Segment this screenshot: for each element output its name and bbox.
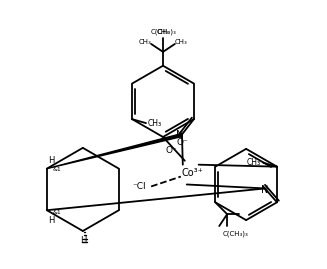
Text: N: N bbox=[176, 130, 184, 140]
Text: Co³⁺: Co³⁺ bbox=[182, 168, 204, 178]
Text: &1: &1 bbox=[52, 167, 61, 172]
Text: H: H bbox=[49, 216, 55, 225]
Text: H: H bbox=[49, 156, 55, 165]
Text: &1: &1 bbox=[52, 210, 61, 215]
Text: C(CH₃)₃: C(CH₃)₃ bbox=[222, 231, 248, 237]
Text: CH₃: CH₃ bbox=[139, 39, 152, 45]
Polygon shape bbox=[47, 133, 182, 169]
Text: CH₃: CH₃ bbox=[148, 119, 162, 128]
Text: C(CH₃)₃: C(CH₃)₃ bbox=[150, 29, 176, 35]
Text: ⁻Cl: ⁻Cl bbox=[132, 182, 146, 191]
Text: N: N bbox=[261, 185, 269, 195]
Text: H: H bbox=[80, 236, 86, 245]
Text: CH₃: CH₃ bbox=[157, 29, 169, 35]
Text: CH₃: CH₃ bbox=[174, 39, 187, 45]
Text: O⁻: O⁻ bbox=[177, 139, 189, 147]
Text: O⁻: O⁻ bbox=[165, 146, 177, 155]
Text: CH₃: CH₃ bbox=[247, 158, 261, 167]
